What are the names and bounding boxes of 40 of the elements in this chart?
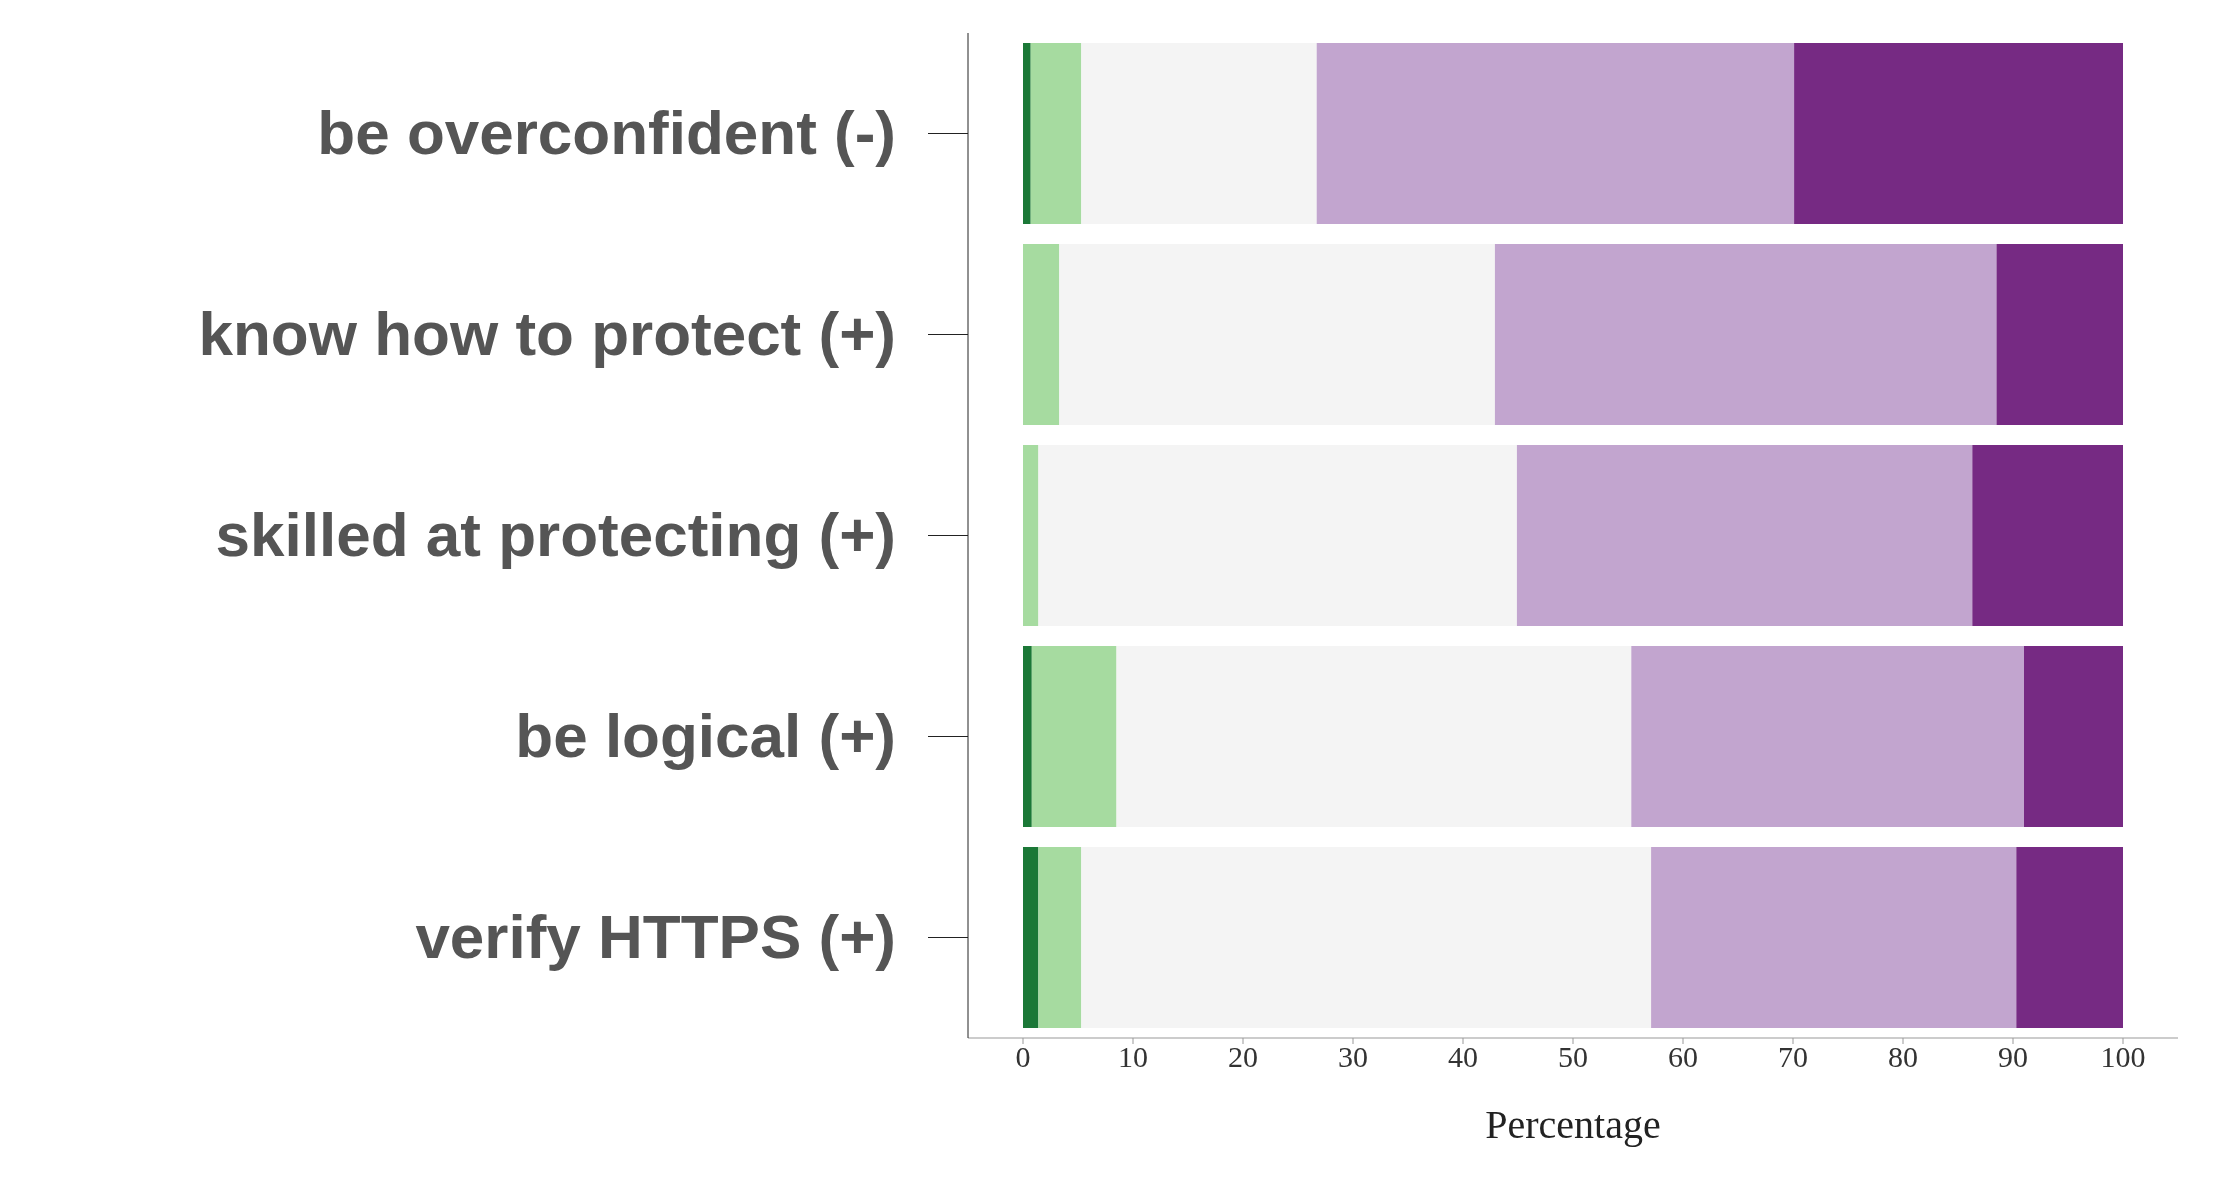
bar (1494, 244, 1997, 426)
x-tick-label: 20 (1228, 1040, 1258, 1074)
bar (1316, 43, 1795, 225)
bar (1081, 43, 1317, 225)
x-tick-label: 10 (1118, 1040, 1148, 1074)
bar (1631, 646, 2024, 828)
bar (1516, 445, 1973, 627)
bar (1031, 646, 1117, 828)
bar (1023, 847, 1039, 1029)
bar (2016, 847, 2123, 1029)
x-tick-label: 50 (1558, 1040, 1588, 1074)
bar (1023, 244, 1060, 426)
y-tick-label: know how to protect (+) (198, 298, 896, 368)
bar (1023, 43, 1031, 225)
x-tick-label: 90 (1998, 1040, 2028, 1074)
x-axis-title: Percentage (1485, 1102, 1661, 1147)
bar (1023, 445, 1039, 627)
bar (1651, 847, 2017, 1029)
y-tick-label: skilled at protecting (+) (215, 499, 896, 569)
bar (1030, 43, 1082, 225)
bar (2024, 646, 2123, 828)
x-tick-label: 100 (2100, 1040, 2146, 1074)
x-tick-label: 0 (1015, 1040, 1031, 1074)
x-tick-label: 40 (1448, 1040, 1478, 1074)
bar (1038, 445, 1517, 627)
bar (1059, 244, 1495, 426)
x-tick-label: 80 (1888, 1040, 1918, 1074)
bar (1972, 445, 2123, 627)
bar (1038, 847, 1082, 1029)
bar (1081, 847, 1652, 1029)
x-tick-label: 70 (1778, 1040, 1808, 1074)
bar (1023, 646, 1032, 828)
x-tick-label: 30 (1338, 1040, 1368, 1074)
y-tick-label: be overconfident (-) (317, 97, 896, 167)
y-tick-label: be logical (+) (515, 700, 896, 770)
x-tick-label: 60 (1668, 1040, 1698, 1074)
bar (1996, 244, 2123, 426)
bar (1794, 43, 2123, 225)
bar (1116, 646, 1632, 828)
y-tick-label: verify HTTPS (+) (415, 901, 896, 971)
